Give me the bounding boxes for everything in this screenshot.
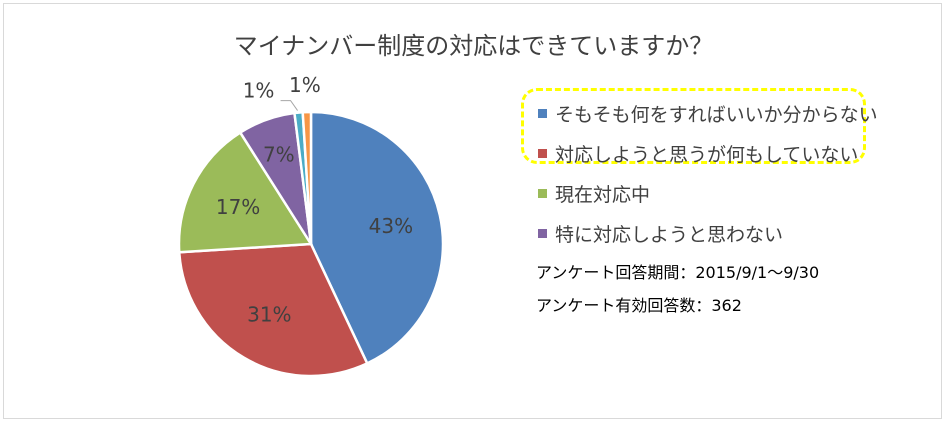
chart-title: マイナンバー制度の対応はできていますか？ xyxy=(233,32,714,60)
survey-count: アンケート有効回答数：362 xyxy=(536,296,742,315)
pie-slice xyxy=(309,110,445,366)
data-label: 43% xyxy=(369,214,413,238)
legend-item: 現在対応中 xyxy=(538,173,878,213)
leader-line xyxy=(280,100,298,111)
legend-highlight-box xyxy=(521,88,866,164)
legend-item: そもそも何をすればいいか分からない xyxy=(538,93,878,133)
pie-slice xyxy=(177,130,314,254)
legend-item: 特に対応しようと思わない xyxy=(538,213,878,253)
legend-swatch xyxy=(538,108,547,118)
legend-swatch xyxy=(538,148,547,158)
data-label: 1% xyxy=(243,79,275,103)
survey-period: アンケート回答期間：2015/9/1～9/30 xyxy=(536,263,820,282)
data-label: 7% xyxy=(263,143,295,167)
data-label: 31% xyxy=(247,302,291,326)
legend: そもそも何をすればいいか分からない 対応しようと思うが何もしていない 現在対応中… xyxy=(538,93,878,253)
legend-swatch xyxy=(538,188,547,198)
data-label: 17% xyxy=(216,195,260,219)
legend-item: 対応しようと思うが何もしていない xyxy=(538,133,878,173)
pie-slice xyxy=(301,110,313,245)
pie-slice xyxy=(177,242,369,378)
chart-frame xyxy=(3,3,942,419)
legend-swatch xyxy=(538,228,547,238)
data-label: 1% xyxy=(289,73,321,97)
